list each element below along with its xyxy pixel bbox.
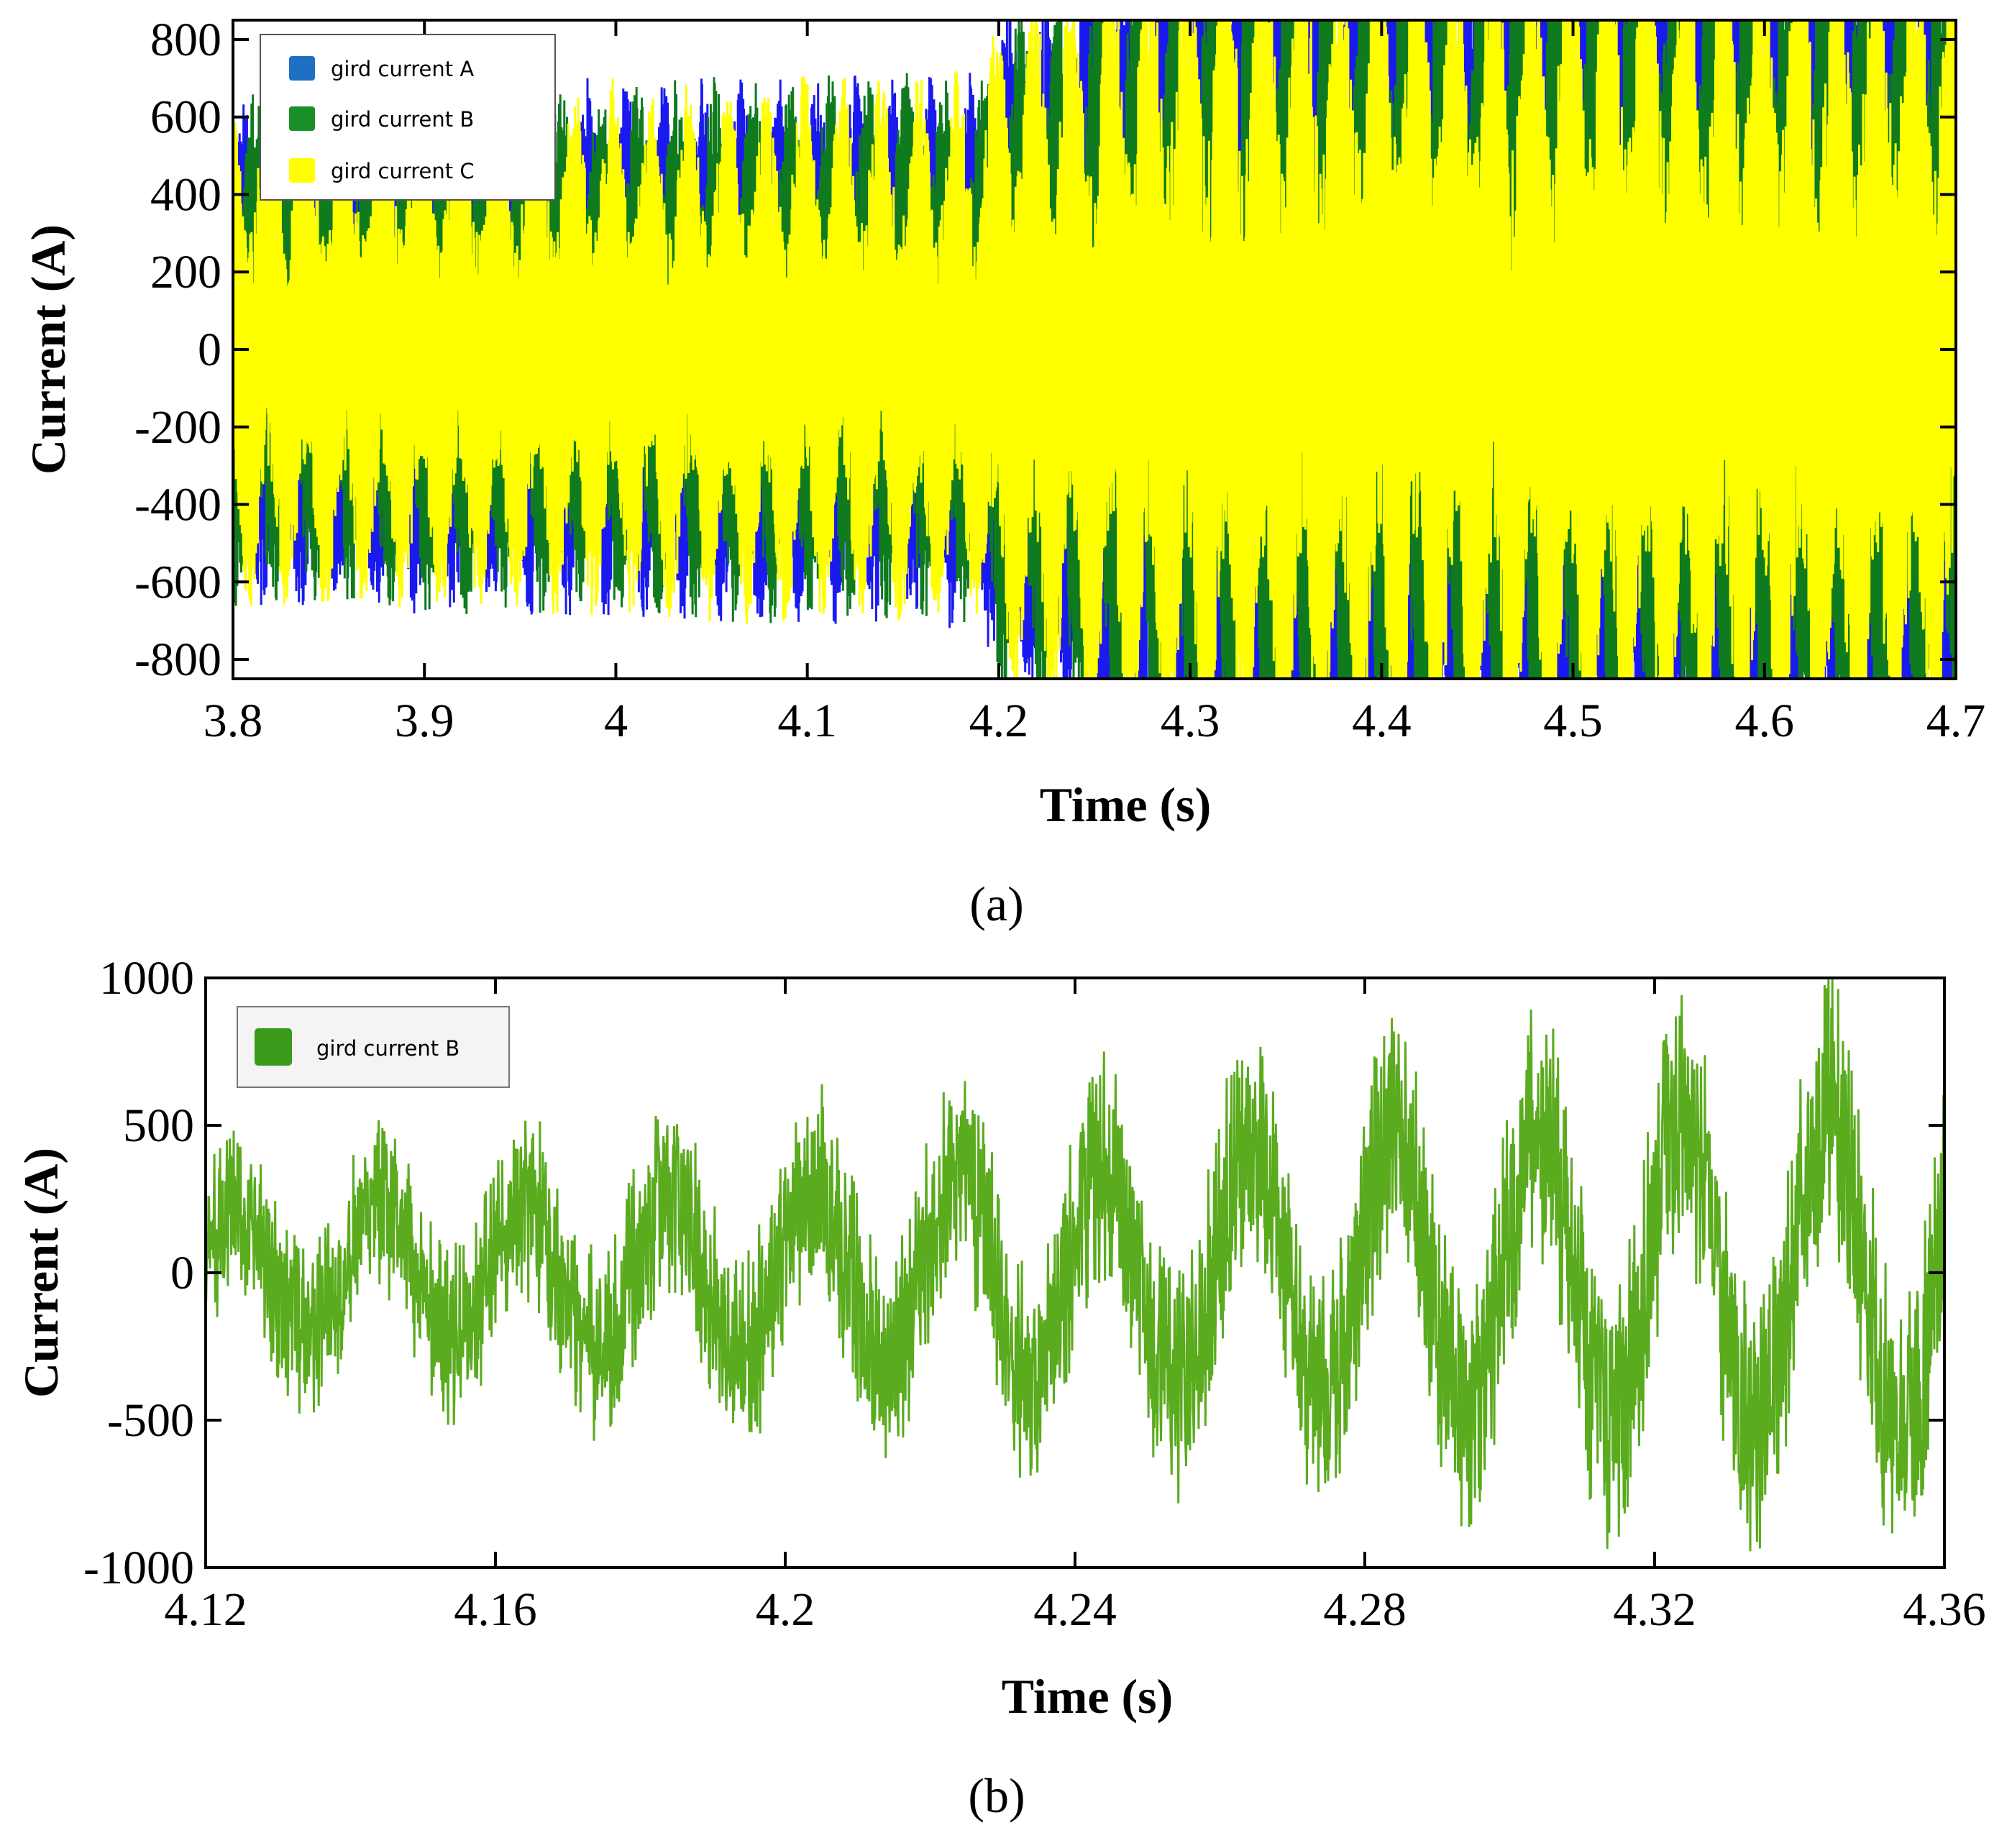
legend-label-gird-current-c: gird current C	[331, 159, 475, 183]
legend-swatch-gird-current-c	[289, 158, 315, 183]
x-tick-label: 4.12	[164, 1583, 247, 1636]
panel-a-plot-area	[233, 20, 1956, 679]
x-tick-label: 4.32	[1613, 1583, 1696, 1636]
x-tick-label: 4.2	[756, 1583, 815, 1636]
x-tick-label: 4.2	[969, 695, 1029, 747]
panel-b-caption: (b)	[968, 1768, 1025, 1823]
x-tick-label: 4.28	[1323, 1583, 1407, 1636]
panel-b-plot-area	[206, 978, 1944, 1552]
y-tick-label: 200	[150, 246, 221, 298]
series-line-gird-current-c	[233, 20, 1956, 679]
x-tick-label: 4.36	[1903, 1583, 1986, 1636]
panel-b-legend: gird current B	[237, 1006, 510, 1088]
x-tick-label: 4.16	[454, 1583, 537, 1636]
x-tick-label: 4.1	[777, 695, 837, 747]
y-tick-label: 400	[150, 168, 221, 221]
y-tick-label: 600	[150, 91, 221, 144]
legend-swatch-gird-current-b	[255, 1028, 292, 1066]
panel-a-ylabel: Current (A)	[21, 224, 76, 475]
y-tick-label: -800	[134, 633, 221, 686]
y-tick-label: -600	[134, 556, 221, 608]
panel-b-legend-box	[237, 1006, 510, 1088]
panel-a-ticks: 3.8 3.9 4 4.1 4.2 4.3 4.4 4.5 4.6 4.7 800 600 400 200…	[134, 14, 1985, 747]
x-tick-label: 4.7	[1926, 695, 1986, 747]
x-tick-label: 3.9	[395, 695, 454, 747]
panel-b-xlabel: Time (s)	[1002, 1669, 1174, 1724]
legend-swatch-gird-current-b	[289, 106, 315, 131]
legend-swatch-gird-current-a	[289, 56, 315, 81]
y-tick-label: 0	[198, 324, 221, 376]
panel-b-ticks: 4.12 4.16 4.2 4.24 4.28 4.32 4.36 1000 500 0 -500 -…	[83, 952, 1986, 1636]
legend-label-gird-current-b: gird current B	[316, 1036, 459, 1061]
y-tick-label: -200	[134, 401, 221, 454]
y-tick-label: 0	[170, 1247, 194, 1299]
legend-label-gird-current-b: gird current B	[331, 107, 474, 132]
y-tick-label: 500	[123, 1099, 194, 1152]
panel-b-ylabel: Current (A)	[14, 1148, 68, 1398]
y-tick-label: 800	[150, 14, 221, 66]
y-tick-label: -400	[134, 479, 221, 531]
x-tick-label: 3.8	[204, 695, 263, 747]
panel-b: 4.12 4.16 4.2 4.24 4.28 4.32 4.36 1000 500 0 -500 -…	[14, 952, 1986, 1823]
series-line-gird-current-b	[206, 978, 1944, 1552]
panel-a-xlabel: Time (s)	[1040, 777, 1212, 832]
legend-label-gird-current-a: gird current A	[331, 57, 474, 81]
x-tick-label: 4	[604, 695, 628, 747]
x-tick-label: 4.6	[1735, 695, 1795, 747]
panel-a-caption: (a)	[969, 877, 1023, 931]
x-tick-label: 4.24	[1033, 1583, 1117, 1636]
y-tick-label: -1000	[83, 1542, 194, 1594]
panel-a: 3.8 3.9 4 4.1 4.2 4.3 4.4 4.5 4.6 4.7 800 600 400 200…	[21, 14, 1985, 931]
x-tick-label: 4.4	[1352, 695, 1412, 747]
panel-a-legend: gird current A gird current B gird curre…	[260, 34, 556, 201]
y-tick-label: 1000	[99, 952, 194, 1005]
x-tick-label: 4.3	[1161, 695, 1220, 747]
x-tick-label: 4.5	[1543, 695, 1603, 747]
y-tick-label: -500	[107, 1394, 194, 1447]
